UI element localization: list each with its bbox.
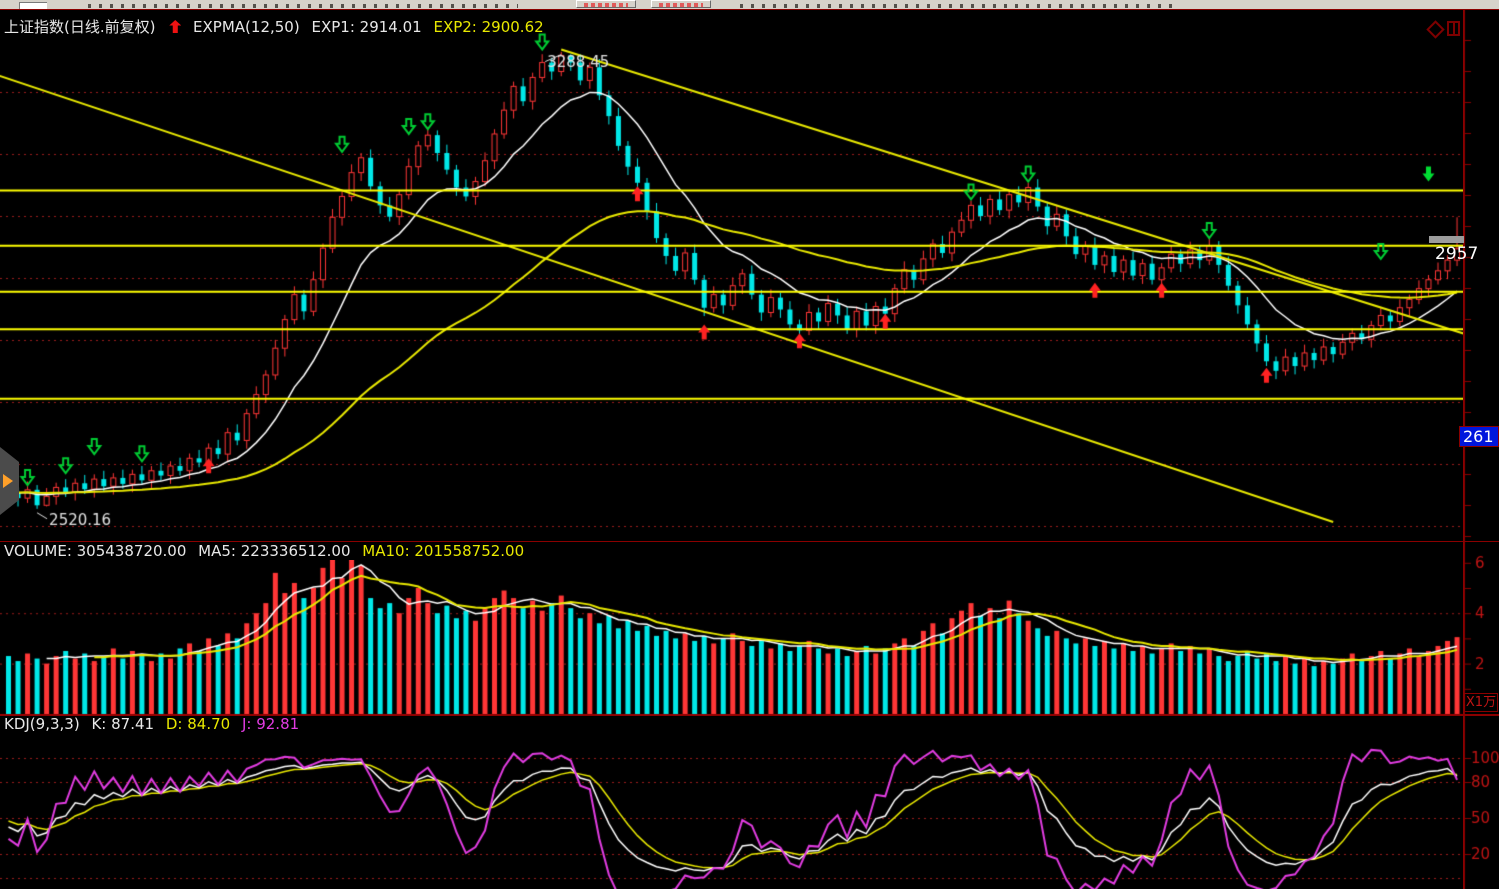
- menu-button-red-2[interactable]: [651, 0, 711, 8]
- kdj-j-value: J: 92.81: [241, 715, 300, 733]
- up-arrow-icon: [169, 20, 182, 33]
- menu-items-cropped[interactable]: [88, 4, 518, 8]
- split-pane-icon[interactable]: [1447, 21, 1460, 36]
- left-panel-expand-handle[interactable]: [0, 447, 19, 515]
- blue-price-tag[interactable]: 261: [1459, 426, 1499, 447]
- volume-ma10-value: MA10: 201558752.00: [362, 542, 525, 560]
- exp2-value: EXP2: 2900.62: [433, 18, 544, 36]
- indicator-name[interactable]: EXPMA(12,50): [193, 18, 300, 36]
- kdj-indicator-name[interactable]: KDJ(9,3,3): [4, 715, 80, 733]
- main-pane-header: 上证指数(日线.前复权) EXPMA(12,50) EXP1: 2914.01 …: [4, 16, 551, 37]
- menu-items-cropped-2[interactable]: [740, 4, 1180, 8]
- current-price-label: 2957: [1435, 244, 1479, 264]
- volume-ma5-value: MA5: 223336512.00: [198, 542, 351, 560]
- menu-bar: [0, 0, 1499, 9]
- volume-pane-canvas[interactable]: [0, 560, 1463, 715]
- menu-indicator-box: [19, 2, 47, 9]
- price-axis-canvas[interactable]: [1463, 9, 1499, 889]
- volume-value: VOLUME: 305438720.00: [4, 542, 187, 560]
- kdj-pane-header: KDJ(9,3,3) K: 87.41 D: 84.70 J: 92.81: [4, 715, 306, 733]
- exp1-value: EXP1: 2914.01: [311, 18, 422, 36]
- volume-pane-header: VOLUME: 305438720.00 MA5: 223336512.00 M…: [4, 542, 531, 560]
- volume-kdj-separator: [0, 714, 1499, 716]
- symbol-title: 上证指数(日线.前复权): [4, 18, 156, 36]
- price-volume-separator: [0, 541, 1499, 542]
- expand-arrow-icon: [3, 474, 13, 488]
- kdj-k-value: K: 87.41: [91, 715, 155, 733]
- kdj-d-value: D: 84.70: [165, 715, 231, 733]
- main-price-pane-canvas[interactable]: [0, 9, 1463, 541]
- kdj-pane-canvas[interactable]: [0, 732, 1463, 889]
- volume-unit-label: X1万: [1464, 693, 1498, 712]
- menu-button-red-1[interactable]: [576, 0, 636, 8]
- current-price-marker: [1429, 236, 1464, 243]
